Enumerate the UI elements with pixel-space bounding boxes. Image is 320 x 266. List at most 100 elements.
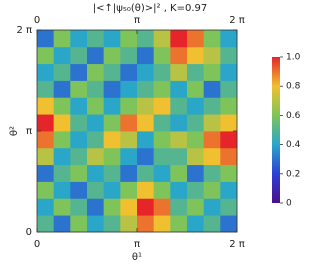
heat-cell: [153, 147, 171, 166]
heat-cell: [70, 80, 88, 98]
heat-cell: [103, 46, 121, 65]
heat-cell: [170, 164, 188, 182]
heat-cell: [203, 114, 221, 132]
x-axis-label: θ¹: [132, 252, 142, 263]
heat-cell: [87, 131, 105, 149]
heat-cell: [53, 131, 71, 149]
x-top-tick-label: 0: [34, 15, 40, 26]
heat-cell: [170, 181, 188, 199]
heat-cell: [70, 198, 88, 216]
heat-cell: [203, 97, 221, 115]
heat-cell: [53, 181, 71, 199]
heat-cell: [120, 97, 138, 115]
heat-cell: [220, 46, 238, 65]
heat-cell: [37, 97, 55, 115]
heat-cell: [53, 80, 71, 98]
heat-cell: [153, 198, 171, 216]
heat-cell: [120, 114, 138, 132]
heat-cell: [70, 215, 88, 233]
heat-cell: [220, 131, 238, 149]
colorbar-tick-label: 0.2: [286, 169, 300, 179]
heat-cell: [137, 147, 155, 166]
y-axis-label: θ²: [9, 126, 20, 136]
heat-cell: [103, 164, 121, 182]
heat-cell: [170, 46, 188, 65]
x-tick-label: 2 π: [229, 239, 245, 250]
heat-cell: [137, 164, 155, 182]
heat-cell: [220, 63, 238, 81]
heat-cell: [70, 131, 88, 149]
heat-cell: [120, 147, 138, 166]
heat-cell: [170, 131, 188, 149]
heat-cell: [170, 215, 188, 233]
heat-cell: [137, 30, 155, 48]
heat-cell: [53, 164, 71, 182]
heat-cell: [187, 80, 205, 98]
heat-cell: [37, 181, 55, 199]
heat-cell: [220, 198, 238, 216]
heat-cell: [187, 63, 205, 81]
heat-cell: [120, 181, 138, 199]
heat-cell: [120, 80, 138, 98]
heat-cell: [37, 198, 55, 216]
heat-cell: [120, 63, 138, 81]
heat-cell: [87, 181, 105, 199]
heat-cell: [137, 80, 155, 98]
heat-cell: [103, 30, 121, 48]
colorbar-tick-label: 1.0: [286, 53, 300, 63]
heat-cell: [87, 97, 105, 115]
heat-cell: [70, 147, 88, 166]
heat-cell: [53, 114, 71, 132]
heat-cell: [170, 97, 188, 115]
heat-cell: [120, 46, 138, 65]
heat-cell: [187, 198, 205, 216]
heat-cell: [120, 198, 138, 216]
heat-cell: [37, 30, 55, 48]
heat-cell: [120, 131, 138, 149]
x-top-tick-label: 2 π: [229, 15, 245, 26]
y-tick-label: π: [26, 126, 32, 137]
heat-cell: [203, 181, 221, 199]
heat-cell: [220, 80, 238, 98]
heat-cell: [53, 215, 71, 233]
heat-cell: [37, 164, 55, 182]
heat-cell: [137, 46, 155, 65]
heat-cell: [220, 97, 238, 115]
heat-cell: [70, 181, 88, 199]
heat-cell: [203, 30, 221, 48]
heat-cell: [203, 147, 221, 166]
heat-cell: [187, 46, 205, 65]
heat-cell: [153, 114, 171, 132]
heat-cell: [137, 181, 155, 199]
heat-cell: [87, 198, 105, 216]
heat-cell: [170, 147, 188, 166]
heat-cell: [103, 215, 121, 233]
heat-cell: [220, 181, 238, 199]
heat-cell: [170, 80, 188, 98]
heat-cell: [53, 63, 71, 81]
heat-cell: [37, 63, 55, 81]
heat-cell: [170, 63, 188, 81]
heat-cell: [70, 97, 88, 115]
heat-cell: [120, 164, 138, 182]
heat-cell: [220, 164, 238, 182]
heat-cell: [170, 114, 188, 132]
heat-cell: [220, 30, 238, 48]
heat-cell: [187, 97, 205, 115]
heat-cell: [70, 114, 88, 132]
heat-cell: [53, 198, 71, 216]
x-top-tick-label: π: [134, 15, 140, 26]
heat-cell: [187, 181, 205, 199]
heat-cell: [203, 164, 221, 182]
heat-cell: [203, 198, 221, 216]
heat-cell: [220, 147, 238, 166]
heat-cell: [137, 215, 155, 233]
heat-cell: [87, 215, 105, 233]
heat-cell: [187, 215, 205, 233]
chart-title: |<↑|ψ₅₀(θ)>|² , K=0.97: [93, 3, 208, 14]
x-tick-label: π: [134, 239, 140, 250]
heat-cell: [203, 46, 221, 65]
heat-cell: [120, 215, 138, 233]
